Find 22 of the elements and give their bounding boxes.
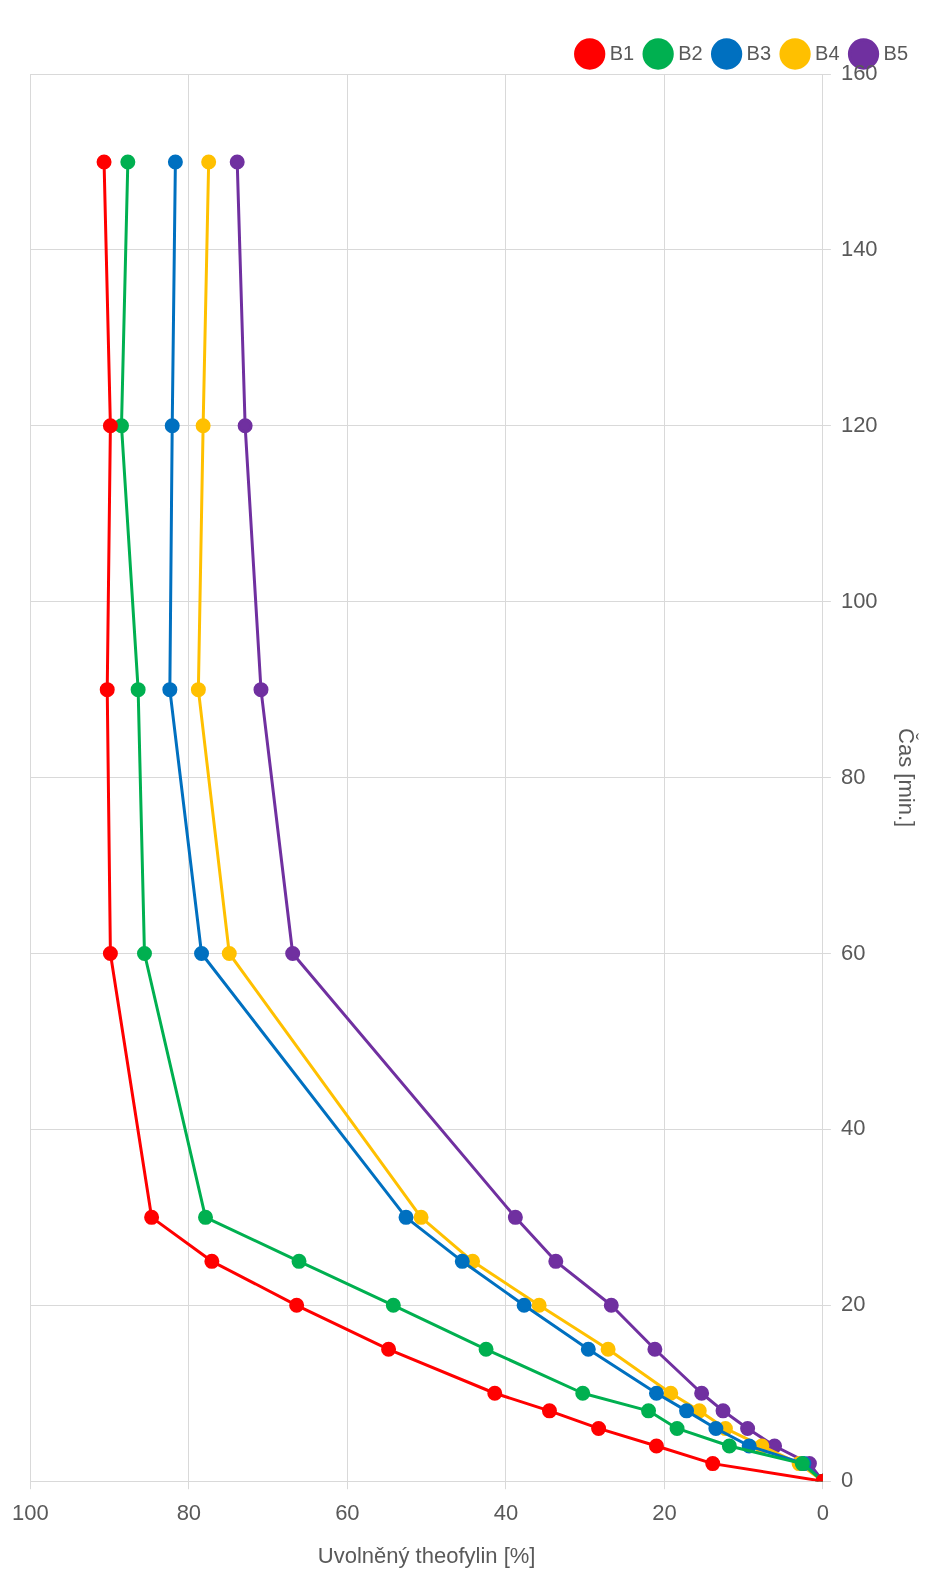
legend-label: B3 bbox=[746, 41, 772, 64]
x-tick-label: 60 bbox=[335, 1500, 360, 1526]
y-tick-label: 140 bbox=[840, 235, 878, 261]
x-axis-title: Uvolněný theofylin [%] bbox=[317, 1542, 536, 1568]
y-tick-label: 20 bbox=[840, 1291, 866, 1317]
y-tick-label: 100 bbox=[840, 587, 878, 613]
legend-label: B1 bbox=[609, 41, 635, 64]
x-tick-label: 0 bbox=[816, 1500, 830, 1526]
y-tick-label: 80 bbox=[840, 763, 866, 789]
y-tick-label: 120 bbox=[840, 411, 878, 437]
x-tick-label: 100 bbox=[11, 1500, 49, 1526]
y-tick-label: 40 bbox=[840, 1115, 866, 1141]
legend-label: B5 bbox=[883, 41, 909, 64]
y-axis-title: Čas [min.] bbox=[893, 728, 919, 828]
legend-label: B2 bbox=[678, 41, 703, 64]
x-tick-label: 20 bbox=[652, 1500, 677, 1526]
legend-label: B4 bbox=[815, 41, 840, 64]
y-tick-label: 160 bbox=[840, 60, 878, 86]
y-tick-label: 60 bbox=[840, 939, 866, 965]
x-tick-label: 40 bbox=[493, 1500, 519, 1526]
y-tick-label: 0 bbox=[840, 1467, 854, 1493]
x-tick-label: 80 bbox=[176, 1500, 202, 1526]
